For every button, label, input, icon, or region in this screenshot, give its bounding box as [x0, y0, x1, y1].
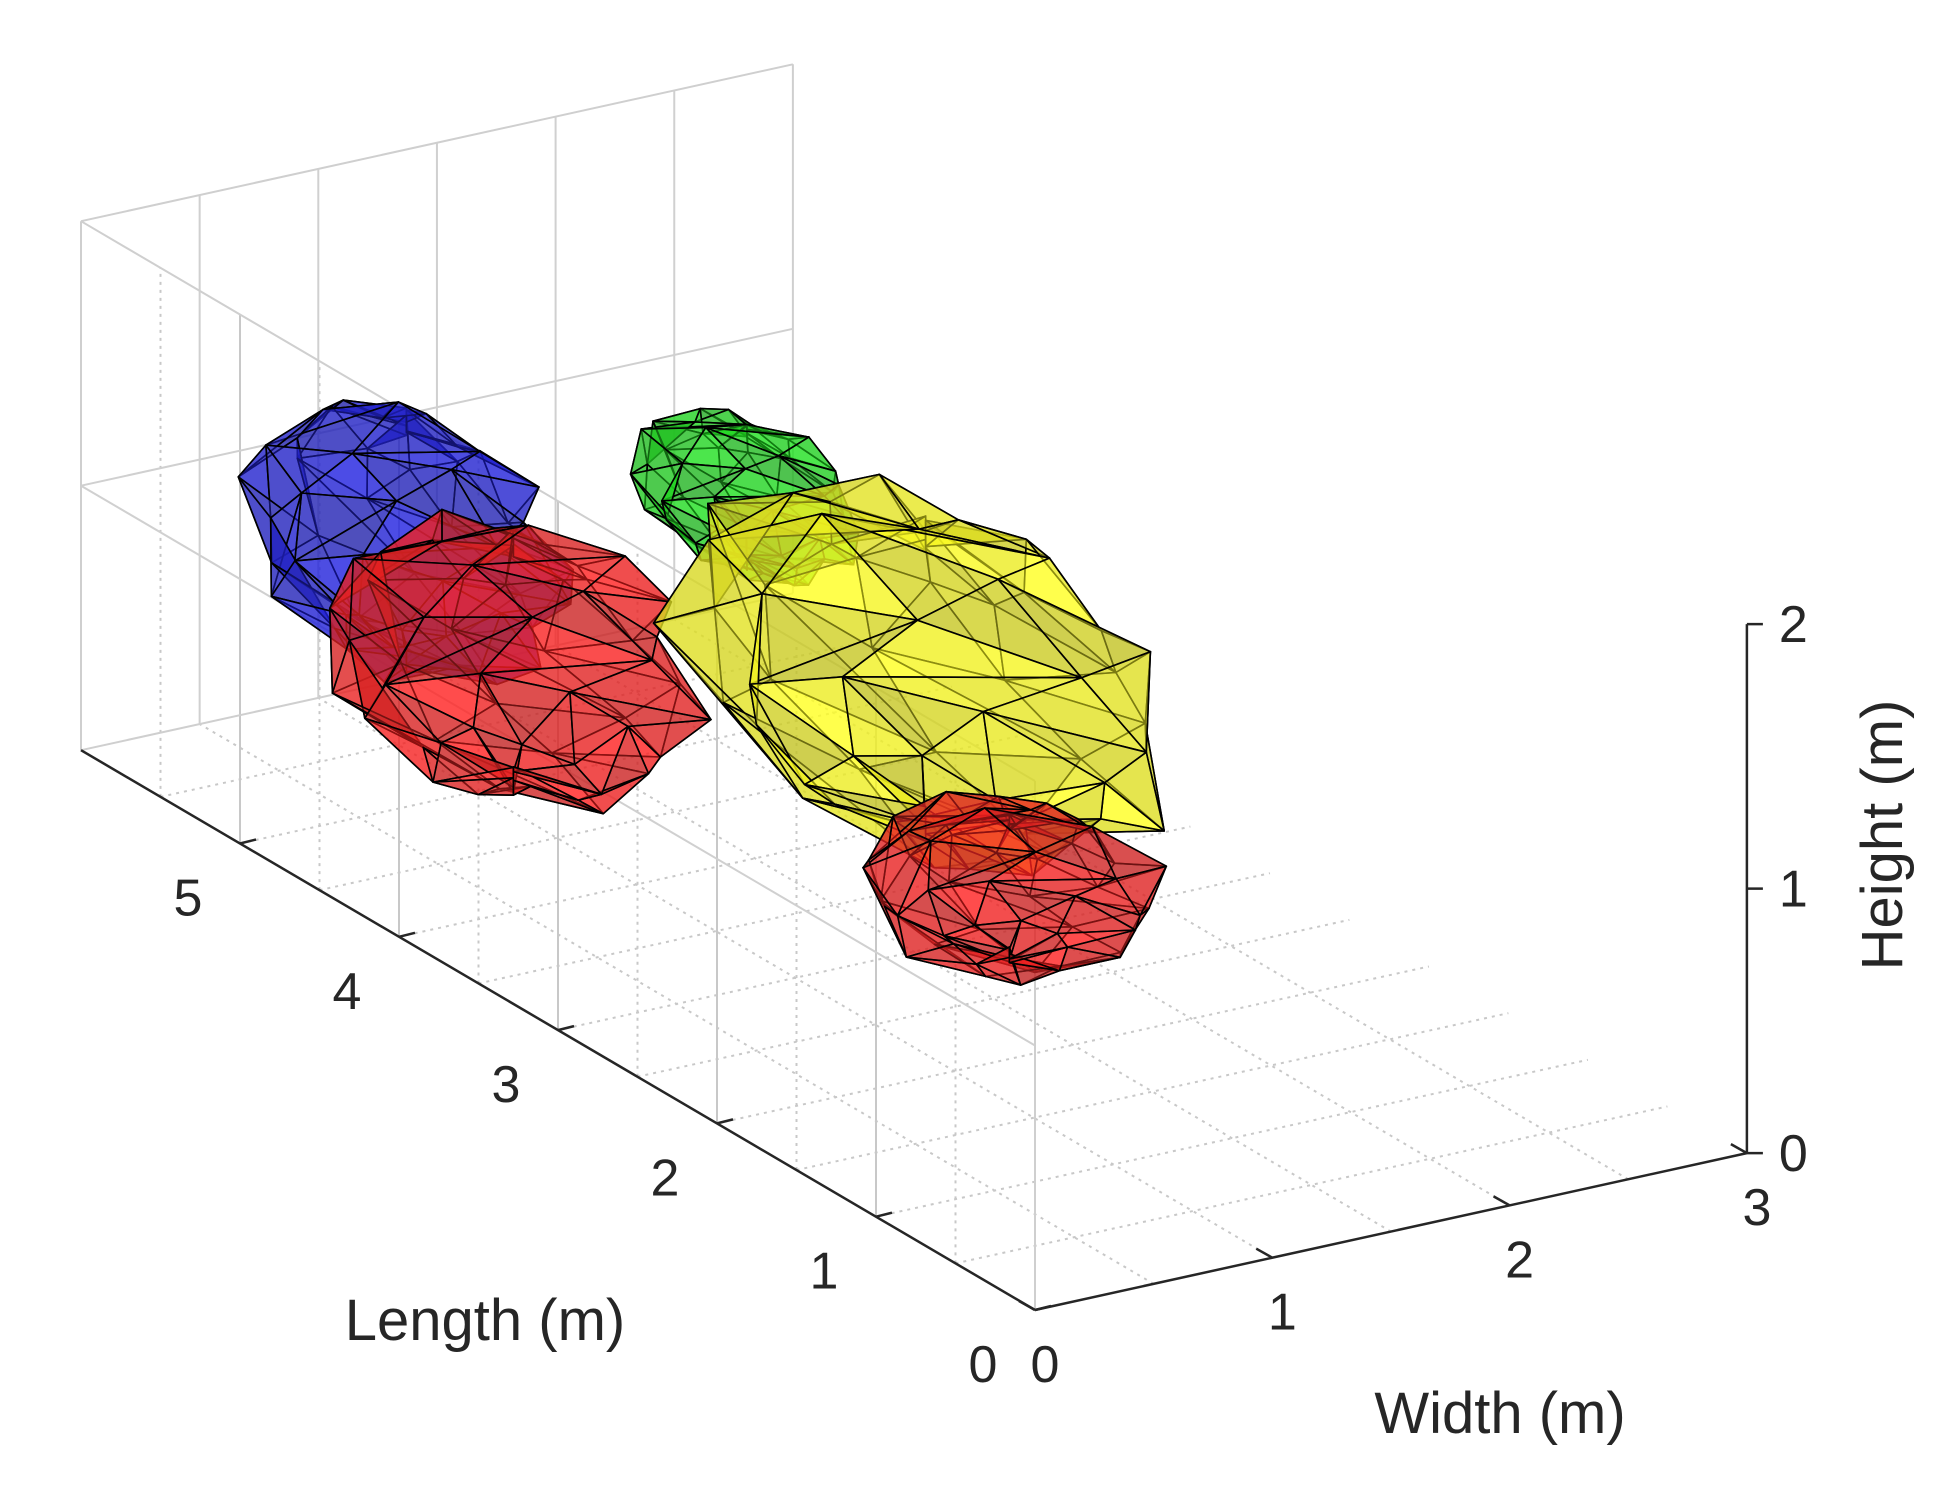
- floor-grid-line: [199, 723, 1155, 1285]
- floor-grid-line: [160, 638, 873, 798]
- surface-4: [652, 473, 1165, 877]
- x-tick-label: 2: [1505, 1231, 1534, 1289]
- x-axis-line: [1034, 1151, 1748, 1312]
- y-tick: [557, 1024, 575, 1032]
- x-tick: [1255, 1247, 1273, 1259]
- z-tick-label: 2: [1779, 596, 1808, 654]
- surface-facet: [1008, 946, 1069, 964]
- y-tick-label: 5: [174, 870, 203, 928]
- surfaces: [237, 399, 1168, 986]
- back-wall-grid-line: [80, 327, 794, 487]
- axis-box-edge: [80, 63, 794, 223]
- floor-grid-line: [319, 732, 1032, 892]
- floor-grid-line: [796, 1012, 1509, 1172]
- y-tick: [875, 1211, 893, 1218]
- x-tick-label: 3: [1742, 1179, 1771, 1237]
- x-tick: [1492, 1195, 1511, 1207]
- y-tick-label: 4: [333, 963, 362, 1021]
- y-tick-label: 3: [492, 1056, 521, 1114]
- y-axis-label: Length (m): [345, 1288, 625, 1353]
- z-tick-label: 1: [1779, 861, 1808, 919]
- surface-2: [328, 508, 712, 815]
- x-tick-label: 0: [1031, 1336, 1060, 1394]
- x-tick: [1018, 1299, 1036, 1312]
- surface-facet: [652, 407, 702, 423]
- y-tick-label: 0: [969, 1336, 998, 1394]
- floor-grid-line: [637, 918, 1350, 1078]
- z-axis-label: Height (m): [1850, 700, 1915, 971]
- y-tick-label: 2: [651, 1149, 680, 1207]
- floor-grid-line: [478, 825, 1191, 985]
- surface-5: [862, 790, 1168, 986]
- z-tick-label: 0: [1779, 1125, 1808, 1183]
- y-tick: [398, 931, 416, 939]
- floor-grid-line: [955, 1105, 1668, 1265]
- y-tick: [239, 838, 257, 845]
- tick-marks: [239, 622, 1763, 1312]
- x-tick: [1730, 1143, 1748, 1155]
- x-axis-label: Width (m): [1374, 1381, 1625, 1446]
- x-tick-label: 1: [1268, 1284, 1297, 1342]
- y-tick: [1034, 1304, 1052, 1312]
- y-tick: [716, 1118, 734, 1125]
- surface-facet: [512, 765, 603, 796]
- y-tick-label: 1: [810, 1243, 839, 1301]
